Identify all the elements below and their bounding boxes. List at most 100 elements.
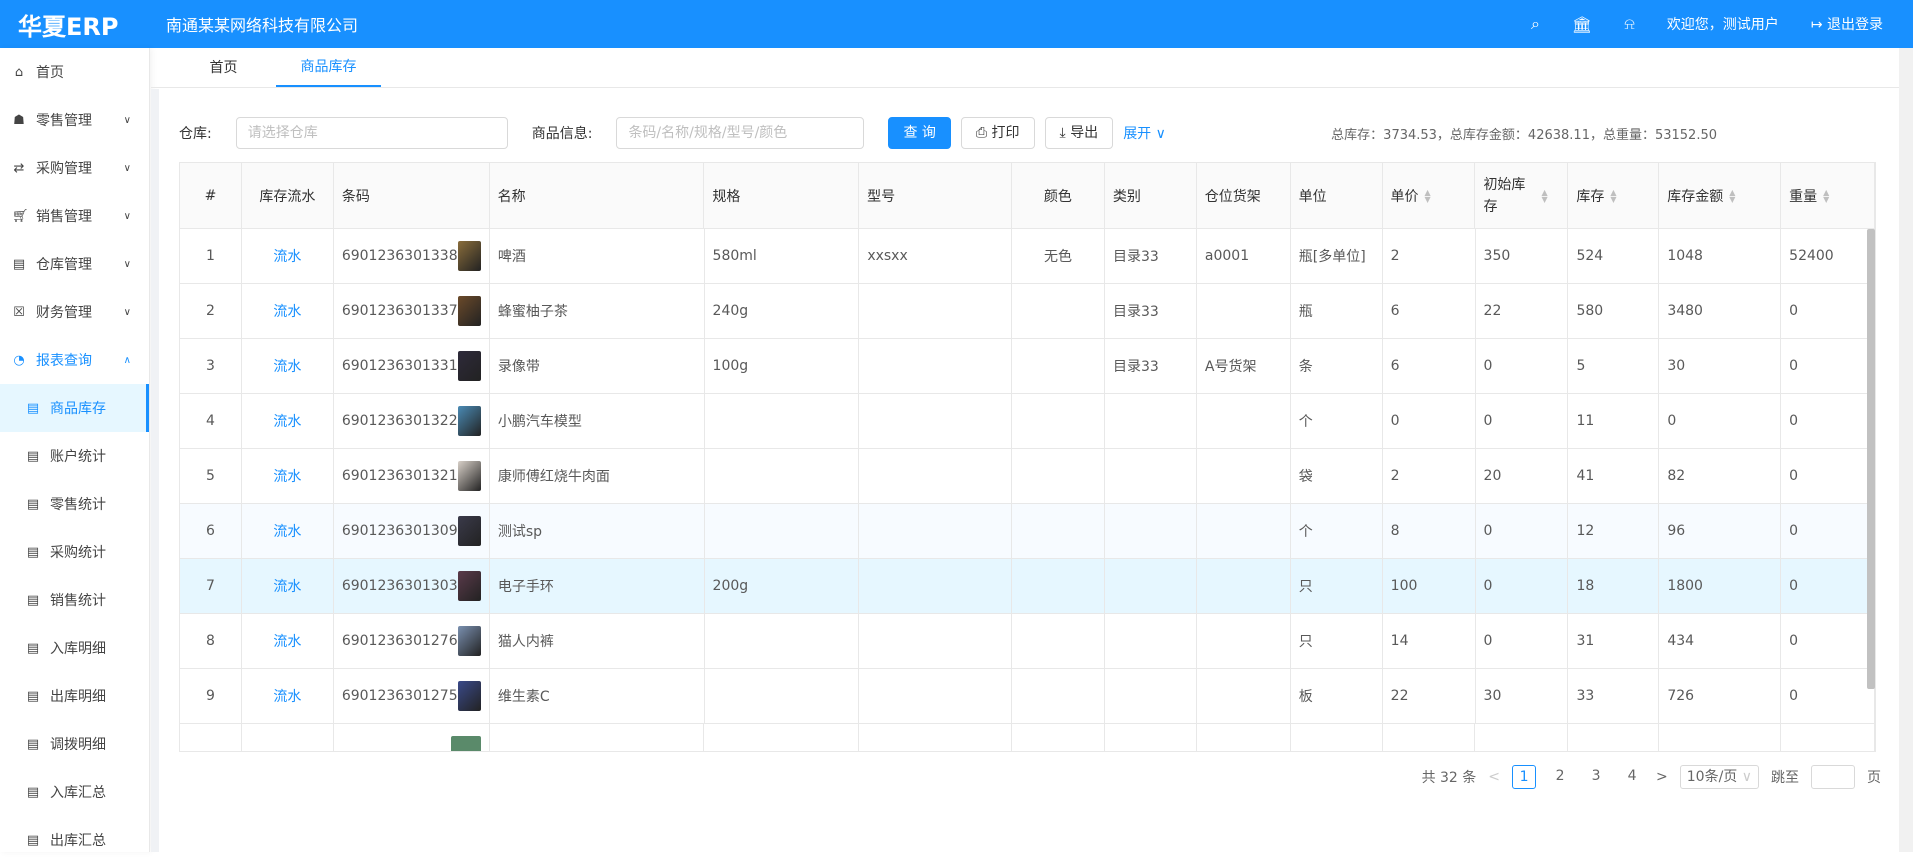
page-scrollbar[interactable] [1899, 48, 1913, 852]
prev-page-icon[interactable]: < [1488, 769, 1501, 785]
table-row[interactable]: 1 流水 6901236301338 啤酒 580ml xxsxx 无色 目录33 a0001 瓶… [180, 229, 1875, 284]
sidebar-item-1[interactable]: ☗ 零售管理 ∨ [13, 112, 131, 130]
table-scrollbar[interactable] [1867, 229, 1875, 689]
cell-1[interactable]: 流水 [242, 559, 334, 613]
cell-0: 2 [180, 284, 242, 338]
cell-7 [1105, 394, 1197, 448]
flow-link[interactable]: 流水 [273, 414, 302, 430]
cell-14: 0 [1781, 504, 1875, 558]
page-3[interactable]: 3 [1591, 768, 1601, 784]
sidebar-subitem-2[interactable]: ▤ 零售统计 [26, 496, 106, 514]
table-row-partial[interactable] [180, 724, 1875, 751]
flow-link[interactable]: 流水 [273, 634, 302, 650]
cell-text: 96 [1667, 523, 1686, 539]
print-button[interactable]: ⎙ 打印 [960, 117, 1035, 149]
cell-6 [1012, 669, 1105, 723]
table-row[interactable]: 2 流水 6901236301337 蜂蜜柚子茶 240g 目录33 瓶 6 22 580 3480… [180, 284, 1875, 339]
page-4[interactable]: 4 [1627, 768, 1637, 784]
flow-link[interactable]: 流水 [273, 249, 302, 265]
sidebar-subitem-5[interactable]: ▤ 入库明细 [26, 640, 106, 658]
list-icon: ▤ [26, 448, 40, 464]
export-button[interactable]: ⤓ 导出 [1044, 117, 1114, 149]
query-button[interactable]: 查 询 [888, 117, 951, 149]
welcome-text: 欢迎您，测试用户 [1666, 17, 1779, 33]
table-row[interactable]: 6 流水 6901236301309 测试sp 个 8 0 12 96 0 [180, 504, 1875, 559]
cell-8 [1197, 669, 1291, 723]
product-thumbnail [457, 516, 481, 546]
sidebar-item-2[interactable]: ⇄ 采购管理 ∨ [13, 160, 131, 178]
bank-icon[interactable]: 🏛︎ [1571, 14, 1593, 34]
cell-text: 3 [206, 358, 215, 374]
page-size-select[interactable]: 10条/页 ∨ [1679, 765, 1759, 789]
table-row[interactable]: 7 流水 6901236301303 电子手环 200g 只 100 0 18 1800 0 [180, 559, 1875, 614]
cell-7: 目录33 [1105, 229, 1197, 283]
cell-6 [1012, 339, 1105, 393]
flow-link[interactable]: 流水 [273, 524, 302, 540]
sidebar-item-6[interactable]: ◔ 报表查询 ∧ [13, 352, 131, 370]
cell-1[interactable]: 流水 [242, 504, 334, 558]
jump-input[interactable] [1811, 765, 1855, 789]
table-row[interactable]: 3 流水 6901236301331 录像带 100g 目录33 A号货架 条 6 0 5 30 0 [180, 339, 1875, 394]
flow-link[interactable]: 流水 [273, 579, 302, 595]
cell-text: 580ml [712, 248, 757, 264]
sidebar-item-0[interactable]: ⌂ 首页 [0, 48, 149, 96]
cell-1[interactable]: 流水 [242, 229, 334, 283]
cell-text: 5 [206, 468, 215, 484]
sidebar-subitem-9[interactable]: ▤ 出库汇总 [26, 832, 106, 850]
cell-text: 0 [1789, 413, 1799, 429]
table-row[interactable]: 8 流水 6901236301276 猫人内裤 只 14 0 31 434 0 [180, 614, 1875, 669]
tab-home[interactable]: 首页 [209, 60, 238, 76]
column-header[interactable]: 单价 ▲ ▼ [1383, 163, 1476, 228]
goods-info-label: 商品信息: [531, 126, 593, 142]
page-2[interactable]: 2 [1555, 768, 1565, 784]
flow-link[interactable]: 流水 [273, 359, 302, 375]
sort-icon[interactable]: ▲ ▼ [1424, 187, 1431, 204]
sidebar-item-4[interactable]: ▤ 仓库管理 ∨ [12, 256, 131, 274]
flow-link[interactable]: 流水 [273, 689, 302, 705]
table-row[interactable]: 4 流水 6901236301322 小鹏汽车模型 个 0 0 11 0 0 [180, 394, 1875, 449]
sidebar-subitem-0[interactable]: ▤ 商品库存 [0, 384, 149, 432]
cell-13 [1659, 724, 1782, 751]
cell-14: 0 [1781, 339, 1875, 393]
cell-1[interactable]: 流水 [242, 614, 334, 668]
table-row[interactable]: 5 流水 6901236301321 康师傅红烧牛肉面 袋 2 20 41 82 0 [180, 449, 1875, 504]
page-1[interactable]: 1 [1512, 765, 1537, 789]
sidebar-subitem-1[interactable]: ▤ 账户统计 [26, 448, 106, 466]
sort-icon[interactable]: ▲ ▼ [1541, 187, 1548, 204]
sidebar-item-5[interactable]: ☒ 财务管理 ∨ [13, 304, 131, 322]
sort-icon[interactable]: ▲ ▼ [1823, 187, 1830, 204]
chevron-down-icon: ∨ [123, 306, 131, 318]
expand-toggle[interactable]: 展开 ∨ [1123, 126, 1166, 142]
sidebar-item-3[interactable]: 🛒︎ 销售管理 ∨ [12, 208, 131, 226]
cell-1[interactable]: 流水 [242, 669, 334, 723]
sort-icon[interactable]: ▲ ▼ [1610, 187, 1617, 204]
search-icon[interactable]: ⌕ [1530, 14, 1540, 33]
cell-text: 20 [1483, 468, 1502, 484]
cell-1[interactable]: 流水 [242, 394, 334, 448]
sidebar-subitem-8[interactable]: ▤ 入库汇总 [26, 784, 106, 802]
flow-link[interactable]: 流水 [273, 304, 302, 320]
flow-link[interactable]: 流水 [273, 469, 302, 485]
logout-button[interactable]: ↦ 退出登录 [1810, 17, 1883, 33]
column-header[interactable]: 库存 ▲ ▼ [1568, 163, 1660, 228]
cell-1[interactable]: 流水 [242, 339, 334, 393]
sort-icon[interactable]: ▲ ▼ [1729, 187, 1736, 204]
table-row[interactable]: 9 流水 6901236301275 维生素C 板 22 30 33 726 0 [180, 669, 1875, 724]
goods-info-input[interactable]: 条码/名称/规格/型号/颜色 [616, 117, 865, 149]
sidebar-subitem-4[interactable]: ▤ 销售统计 [26, 592, 106, 610]
sidebar-subitem-7[interactable]: ▤ 调拨明细 [26, 736, 106, 754]
sidebar-subitem-6[interactable]: ▤ 出库明细 [26, 688, 106, 706]
next-page-icon[interactable]: > [1656, 769, 1668, 785]
cell-12: 5 [1568, 339, 1660, 393]
column-header[interactable]: 重量 ▲ ▼ [1781, 163, 1875, 228]
cell-7 [1105, 724, 1197, 751]
cell-1[interactable]: 流水 [242, 449, 334, 503]
bell-icon[interactable]: ⍾ [1624, 14, 1635, 33]
cell-1[interactable]: 流水 [242, 284, 334, 338]
column-header[interactable]: 初始库存 ▲ ▼ [1475, 163, 1569, 228]
column-header: 条码 [334, 163, 490, 228]
column-header[interactable]: 库存金额 ▲ ▼ [1659, 163, 1782, 228]
sidebar-subitem-3[interactable]: ▤ 采购统计 [26, 544, 106, 562]
tab-goods-stock[interactable]: 商品库存 [276, 48, 381, 87]
warehouse-select[interactable]: 请选择仓库 [235, 117, 508, 149]
